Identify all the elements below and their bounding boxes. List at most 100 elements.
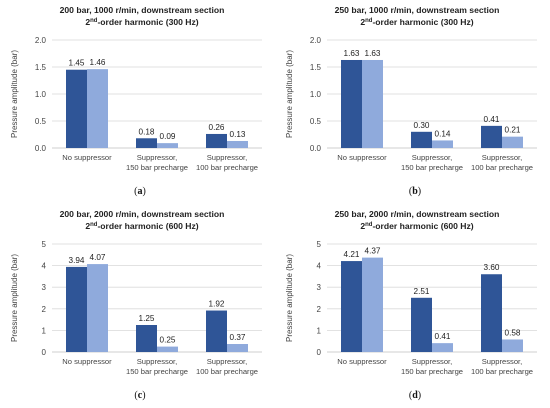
- chart-title: 200 bar, 1000 r/min, downstream section: [60, 5, 225, 15]
- bar-series-2-1: [87, 264, 108, 352]
- bar-series-1-3: [481, 125, 502, 148]
- category-label: Suppressor,: [482, 357, 523, 366]
- y-tick-label: 3: [317, 283, 322, 292]
- bar-series-2-2: [432, 343, 453, 352]
- bar-series-2-1: [362, 257, 383, 352]
- subtitle-superscript: nd: [365, 222, 373, 228]
- y-tick-label: 4: [42, 262, 47, 271]
- y-tick-label: 0.0: [35, 144, 47, 153]
- data-label: 4.07: [90, 253, 106, 262]
- category-label: Suppressor,: [137, 153, 178, 162]
- panel-label: (a): [134, 186, 146, 197]
- data-label: 3.60: [484, 263, 500, 272]
- y-tick-label: 2.0: [310, 36, 322, 45]
- y-tick-label: 1.5: [310, 63, 322, 72]
- bar-series-1-1: [66, 69, 87, 148]
- category-label: 100 bar precharge: [471, 367, 533, 376]
- bar-series-1-2: [411, 131, 432, 148]
- panel-label: (c): [134, 390, 145, 401]
- chart-title: 250 bar, 2000 r/min, downstream section: [335, 209, 500, 219]
- bar-series-1-2: [411, 297, 432, 352]
- y-tick-label: 1.0: [35, 90, 47, 99]
- category-label: Suppressor,: [207, 357, 248, 366]
- data-label: 1.92: [209, 300, 225, 309]
- subtitle-rest: -order harmonic (600 Hz): [372, 221, 473, 231]
- data-label: 0.18: [139, 127, 155, 136]
- chart-title: 250 bar, 1000 r/min, downstream section: [335, 5, 500, 15]
- subtitle-number: 2: [360, 17, 365, 27]
- y-tick-label: 5: [42, 240, 47, 249]
- data-label: 0.21: [505, 126, 521, 135]
- subtitle-rest: -order harmonic (300 Hz): [97, 17, 198, 27]
- category-label: 100 bar precharge: [196, 367, 258, 376]
- bar-series-2-3: [502, 136, 523, 148]
- data-label: 4.37: [365, 247, 381, 256]
- y-tick-label: 3: [42, 283, 47, 292]
- category-label: Suppressor,: [482, 153, 523, 162]
- category-label: 150 bar precharge: [126, 367, 188, 376]
- chart-panel-a: 200 bar, 1000 r/min, downstream section 2…: [0, 0, 275, 204]
- data-label: 0.58: [505, 328, 521, 337]
- data-label: 0.13: [230, 130, 246, 139]
- y-tick-label: 1: [317, 326, 322, 335]
- chart-subtitle: 2nd-order harmonic (300 Hz): [360, 17, 473, 27]
- subtitle-rest: -order harmonic (600 Hz): [97, 221, 198, 231]
- data-label: 0.09: [160, 132, 176, 141]
- panel-label: (b): [409, 186, 421, 197]
- bar-series-1-3: [481, 274, 502, 352]
- chart-subtitle: 2nd-order harmonic (600 Hz): [85, 221, 198, 231]
- data-label: 0.41: [435, 332, 451, 341]
- y-tick-label: 0.5: [35, 117, 47, 126]
- data-label: 0.41: [484, 115, 500, 124]
- panel-label: (d): [409, 390, 421, 401]
- bar-series-2-1: [362, 59, 383, 149]
- bar-series-2-3: [227, 140, 248, 148]
- y-axis-label: Pressure amplitude (bar): [10, 254, 19, 342]
- data-label: 0.37: [230, 333, 246, 342]
- data-label: 3.94: [69, 256, 85, 265]
- y-tick-label: 1: [42, 326, 47, 335]
- category-label: 100 bar precharge: [196, 163, 258, 172]
- chart-panel-b: 250 bar, 1000 r/min, downstream section 2…: [275, 0, 550, 204]
- bar-series-1-3: [206, 133, 227, 148]
- subtitle-number: 2: [85, 221, 90, 231]
- y-tick-label: 0.5: [310, 117, 322, 126]
- bar-series-2-2: [157, 346, 178, 352]
- bar-series-1-2: [136, 138, 157, 148]
- data-label: 1.46: [90, 58, 106, 67]
- subtitle-number: 2: [360, 221, 365, 231]
- bar-series-1-2: [136, 325, 157, 352]
- subtitle-superscript: nd: [90, 18, 98, 24]
- category-label: Suppressor,: [412, 153, 453, 162]
- data-label: 1.63: [365, 49, 381, 58]
- subtitle-superscript: nd: [365, 18, 373, 24]
- category-label: No suppressor: [337, 153, 387, 162]
- y-tick-label: 2: [317, 305, 322, 314]
- bar-series-2-3: [227, 344, 248, 352]
- category-label: Suppressor,: [412, 357, 453, 366]
- category-label: No suppressor: [337, 357, 387, 366]
- y-axis-label: Pressure amplitude (bar): [10, 50, 19, 138]
- y-tick-label: 0.0: [310, 144, 322, 153]
- chart-svg-d: 250 bar, 2000 r/min, downstream section 2…: [285, 209, 537, 401]
- bar-series-1-1: [341, 261, 362, 352]
- y-tick-label: 2: [42, 305, 47, 314]
- y-tick-label: 1.0: [310, 90, 322, 99]
- data-label: 0.14: [435, 129, 451, 138]
- data-label: 0.26: [209, 123, 225, 132]
- subtitle-rest: -order harmonic (300 Hz): [372, 17, 473, 27]
- subtitle-superscript: nd: [90, 222, 98, 228]
- y-tick-label: 0: [317, 348, 322, 357]
- bar-series-2-1: [87, 69, 108, 148]
- bar-series-2-2: [432, 140, 453, 148]
- y-axis-label: Pressure amplitude (bar): [285, 254, 294, 342]
- y-tick-label: 0: [42, 348, 47, 357]
- data-label: 1.63: [344, 49, 360, 58]
- bar-series-1-3: [206, 310, 227, 352]
- y-tick-label: 2.0: [35, 36, 47, 45]
- chart-panel-c: 200 bar, 2000 r/min, downstream section 2…: [0, 204, 275, 408]
- bar-series-2-3: [502, 339, 523, 352]
- y-tick-label: 5: [317, 240, 322, 249]
- category-label: No suppressor: [62, 153, 112, 162]
- chart-subtitle: 2nd-order harmonic (600 Hz): [360, 221, 473, 231]
